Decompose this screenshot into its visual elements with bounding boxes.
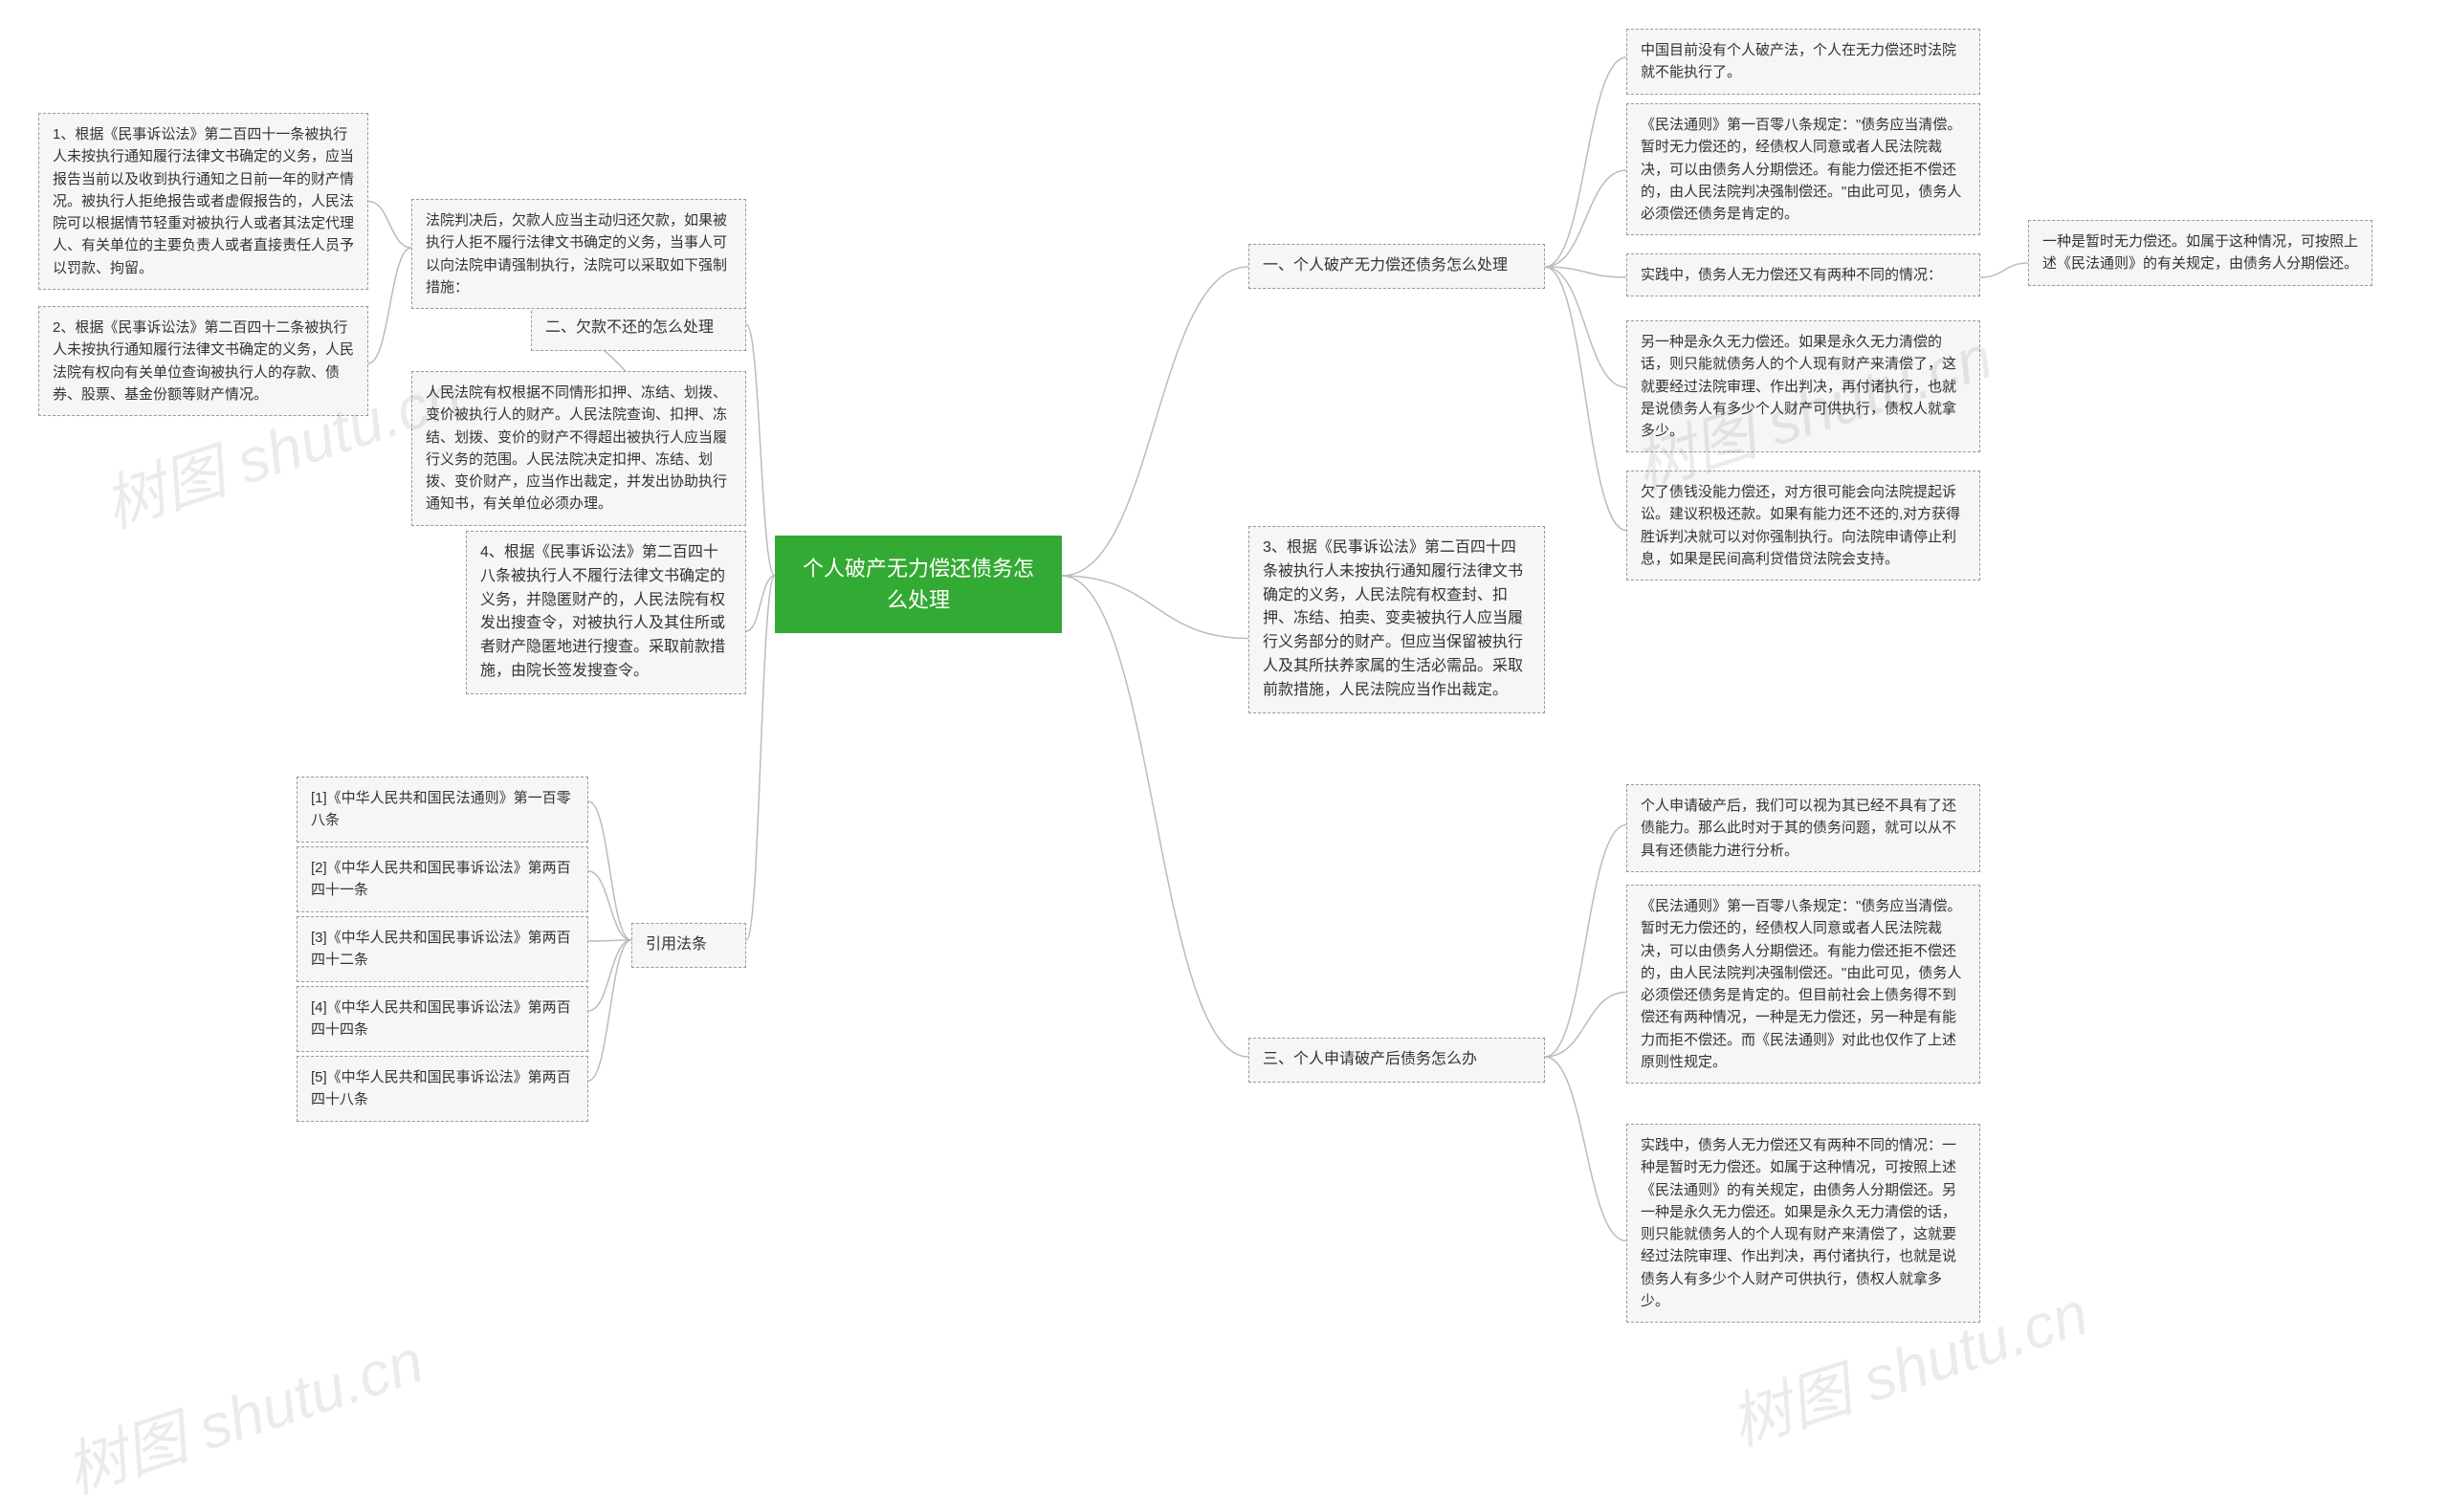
branch-node: 3、根据《民事诉讼法》第二百四十四条被执行人未按执行通知履行法律文书确定的义务，… bbox=[1248, 526, 1545, 713]
branch-node: 4、根据《民事诉讼法》第二百四十八条被执行人不履行法律文书确定的义务，并隐匿财产… bbox=[466, 531, 746, 694]
leaf-node: 实践中，债务人无力偿还又有两种不同的情况： bbox=[1626, 253, 1980, 296]
watermark-text: 树图 shutu.cn bbox=[53, 1312, 432, 1510]
leaf-node: [4]《中华人民共和国民事诉讼法》第两百四十四条 bbox=[297, 986, 588, 1052]
leaf-node: 一种是暂时无力偿还。如属于这种情况，可按照上述《民法通则》的有关规定，由债务人分… bbox=[2028, 220, 2372, 286]
leaf-node: 欠了债钱没能力偿还，对方很可能会向法院提起诉讼。建议积极还款。如果有能力还不还的… bbox=[1626, 471, 1980, 581]
branch-node: 二、欠款不还的怎么处理 bbox=[531, 306, 746, 351]
leaf-node: 法院判决后，欠款人应当主动归还欠款，如果被执行人拒不履行法律文书确定的义务，当事… bbox=[411, 199, 746, 309]
root-node: 个人破产无力偿还债务怎么处理 bbox=[775, 536, 1062, 633]
leaf-node: 个人申请破产后，我们可以视为其已经不具有了还债能力。那么此时对于其的债务问题，就… bbox=[1626, 784, 1980, 872]
leaf-node: 1、根据《民事诉讼法》第二百四十一条被执行人未按执行通知履行法律文书确定的义务，… bbox=[38, 113, 368, 290]
leaf-node: 《民法通则》第一百零八条规定："债务应当清偿。暂时无力偿还的，经债权人同意或者人… bbox=[1626, 103, 1980, 235]
leaf-node: [3]《中华人民共和国民事诉讼法》第两百四十二条 bbox=[297, 916, 588, 982]
leaf-node: [2]《中华人民共和国民事诉讼法》第两百四十一条 bbox=[297, 846, 588, 912]
leaf-node: [1]《中华人民共和国民法通则》第一百零八条 bbox=[297, 777, 588, 843]
leaf-node: 《民法通则》第一百零八条规定："债务应当清偿。暂时无力偿还的，经债权人同意或者人… bbox=[1626, 885, 1980, 1084]
leaf-node: 中国目前没有个人破产法，个人在无力偿还时法院就不能执行了。 bbox=[1626, 29, 1980, 95]
branch-node: 一、个人破产无力偿还债务怎么处理 bbox=[1248, 244, 1545, 289]
leaf-node: 2、根据《民事诉讼法》第二百四十二条被执行人未按执行通知履行法律文书确定的义务，… bbox=[38, 306, 368, 416]
branch-node: 引用法条 bbox=[631, 923, 746, 968]
leaf-node: 另一种是永久无力偿还。如果是永久无力清偿的话，则只能就债务人的个人现有财产来清偿… bbox=[1626, 320, 1980, 452]
branch-node: 三、个人申请破产后债务怎么办 bbox=[1248, 1038, 1545, 1083]
leaf-node: 人民法院有权根据不同情形扣押、冻结、划拨、变价被执行人的财产。人民法院查询、扣押… bbox=[411, 371, 746, 526]
mindmap-canvas: 个人破产无力偿还债务怎么处理 一、个人破产无力偿还债务怎么处理 中国目前没有个人破… bbox=[0, 0, 2449, 1512]
leaf-node: [5]《中华人民共和国民事诉讼法》第两百四十八条 bbox=[297, 1056, 588, 1122]
leaf-node: 实践中，债务人无力偿还又有两种不同的情况：一种是暂时无力偿还。如属于这种情况，可… bbox=[1626, 1124, 1980, 1323]
